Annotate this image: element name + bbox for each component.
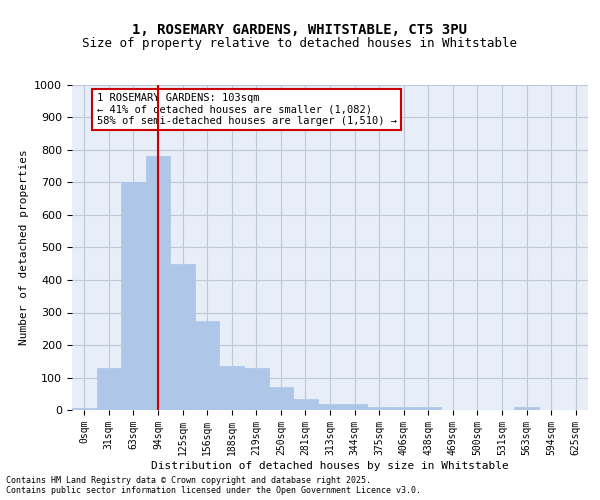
Bar xyxy=(367,407,391,410)
Bar xyxy=(97,368,121,410)
Text: Size of property relative to detached houses in Whitstable: Size of property relative to detached ho… xyxy=(83,38,517,51)
Bar xyxy=(293,398,318,410)
Bar xyxy=(342,404,367,410)
Bar xyxy=(318,404,342,410)
Y-axis label: Number of detached properties: Number of detached properties xyxy=(19,150,29,346)
Bar xyxy=(514,407,539,410)
Bar xyxy=(72,408,97,410)
Bar xyxy=(244,368,269,410)
Bar xyxy=(416,407,440,410)
Bar xyxy=(195,320,220,410)
Bar xyxy=(146,156,170,410)
Bar xyxy=(391,407,416,410)
Bar xyxy=(121,182,146,410)
Bar xyxy=(170,264,195,410)
X-axis label: Distribution of detached houses by size in Whitstable: Distribution of detached houses by size … xyxy=(151,460,509,470)
Bar xyxy=(220,366,244,410)
Bar xyxy=(269,387,293,410)
Text: Contains HM Land Registry data © Crown copyright and database right 2025.
Contai: Contains HM Land Registry data © Crown c… xyxy=(6,476,421,495)
Text: 1, ROSEMARY GARDENS, WHITSTABLE, CT5 3PU: 1, ROSEMARY GARDENS, WHITSTABLE, CT5 3PU xyxy=(133,22,467,36)
Text: 1 ROSEMARY GARDENS: 103sqm
← 41% of detached houses are smaller (1,082)
58% of s: 1 ROSEMARY GARDENS: 103sqm ← 41% of deta… xyxy=(97,93,397,126)
